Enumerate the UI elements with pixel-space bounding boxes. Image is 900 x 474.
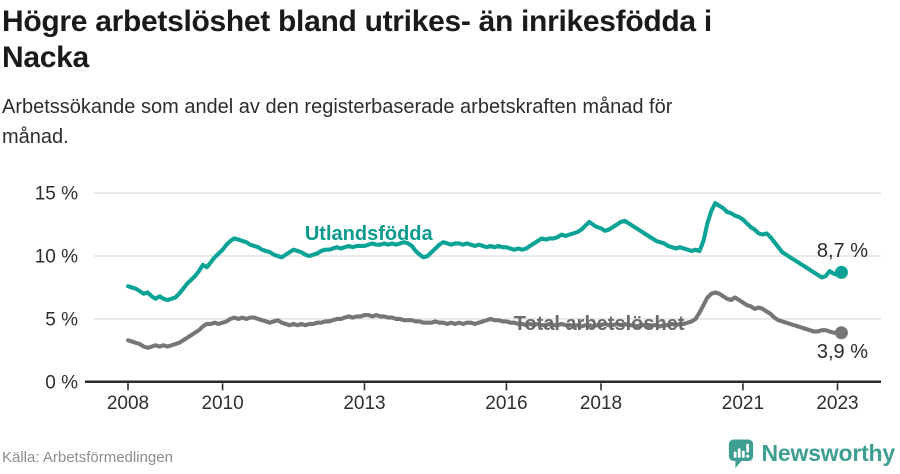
x-tick-label: 2013: [343, 393, 385, 414]
y-tick-label: 5 %: [45, 309, 78, 330]
series-label-total-arbetsloshet: Total arbetslöshet: [514, 313, 685, 335]
end-value-label-total-arbetsloshet: 3,9 %: [817, 341, 868, 363]
y-tick-label: 15 %: [35, 184, 78, 205]
x-tick-label: 2016: [485, 393, 527, 414]
series-label-utlandsfodda: Utlandsfödda: [305, 223, 434, 245]
x-tick-label: 2021: [722, 393, 764, 414]
x-tick-label: 2010: [201, 393, 243, 414]
newsworthy-logo-icon: [728, 439, 753, 468]
end-dot-total-arbetsloshet: [834, 326, 848, 340]
line-utlandsfodda: [125, 201, 844, 303]
source-note: Källa: Arbetsförmedlingen: [2, 449, 173, 466]
line-total-arbetsloshet: [125, 290, 844, 350]
page-title: Högre arbetslöshet bland utrikes- än inr…: [2, 5, 712, 74]
newsworthy-brand: Newsworthy: [727, 438, 895, 469]
y-tick-label: 0 %: [45, 372, 78, 393]
x-tick-label: 2018: [580, 393, 622, 414]
x-tick-label: 2023: [816, 393, 858, 414]
x-tick-label: 2008: [107, 393, 149, 414]
chart-subtitle: Arbetssökande som andel av den registerb…: [2, 96, 673, 148]
end-dot-utlandsfodda: [834, 265, 848, 279]
end-value-label-utlandsfodda: 8,7 %: [817, 240, 868, 262]
y-tick-label: 10 %: [35, 247, 78, 268]
newsworthy-wordmark: Newsworthy: [761, 440, 896, 466]
